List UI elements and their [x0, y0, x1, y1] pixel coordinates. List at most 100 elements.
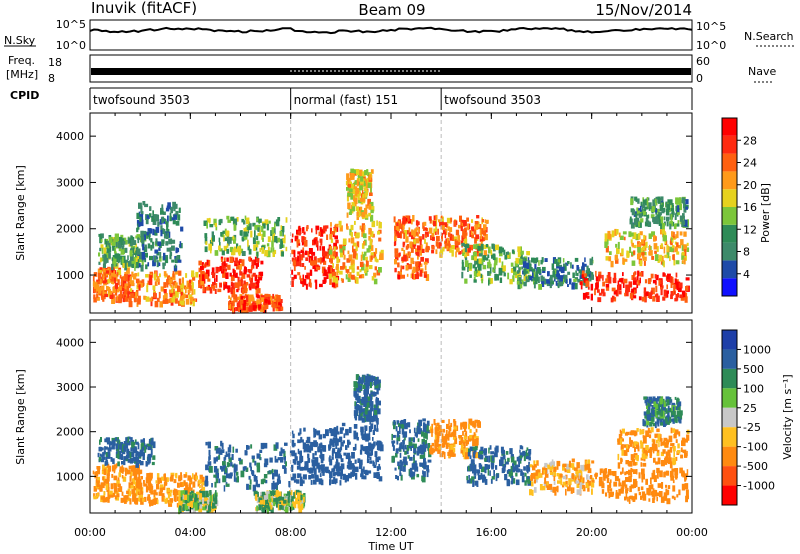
heatmap-cell [218, 454, 221, 460]
heatmap-cell [681, 220, 686, 226]
heatmap-cell [632, 232, 637, 239]
heatmap-cell [476, 215, 480, 219]
heatmap-cell [218, 450, 223, 455]
heatmap-cell [487, 469, 490, 476]
heatmap-cell [102, 476, 104, 481]
heatmap-cell [306, 461, 309, 466]
heatmap-cell [329, 258, 333, 263]
heatmap-cell [199, 491, 204, 495]
heatmap-cell [135, 487, 140, 495]
heatmap-cell [612, 471, 617, 477]
heatmap-cell [663, 216, 666, 221]
heatmap-cell [538, 260, 540, 266]
heatmap-cell [470, 229, 473, 235]
heatmap-cell [439, 241, 442, 249]
heatmap-cell [149, 213, 152, 218]
heatmap-cell [102, 263, 106, 268]
heatmap-cell [655, 274, 659, 281]
heatmap-cell [121, 285, 125, 292]
heatmap-cell [299, 452, 302, 456]
heatmap-cell [106, 248, 110, 253]
heatmap-cell [239, 280, 243, 287]
heatmap-cell [529, 267, 533, 271]
heatmap-cell [125, 275, 130, 282]
heatmap-cell [147, 262, 150, 267]
heatmap-cell [514, 261, 518, 267]
heatmap-cell [93, 486, 97, 492]
heatmap-cell [156, 260, 159, 268]
heatmap-cell [568, 478, 572, 486]
heatmap-cell [449, 247, 452, 253]
heatmap-cell [165, 482, 168, 486]
heatmap-cell [414, 228, 418, 235]
heatmap-cell [446, 423, 449, 429]
heatmap-cell [422, 425, 427, 432]
heatmap-cell [249, 479, 252, 485]
heatmap-cell [259, 248, 261, 252]
heatmap-cell [405, 215, 410, 222]
heatmap-cell [350, 263, 353, 268]
heatmap-cell [427, 459, 432, 463]
heatmap-cell [376, 444, 381, 451]
heatmap-cell [244, 267, 247, 273]
heatmap-cell [498, 267, 503, 275]
heatmap-cell [356, 169, 360, 176]
heatmap-cell [175, 290, 179, 298]
heatmap-cell [219, 242, 221, 246]
heatmap-cell [375, 397, 378, 401]
heatmap-cell [240, 303, 244, 309]
heatmap-cell [465, 421, 468, 427]
heatmap-cell [634, 196, 638, 201]
heatmap-cell [580, 283, 583, 290]
heatmap-cell [100, 496, 105, 500]
heatmap-cell [122, 297, 125, 303]
heatmap-cell [115, 437, 119, 442]
heatmap-cell [254, 490, 258, 496]
heatmap-cell [400, 442, 402, 449]
heatmap-cell [136, 478, 139, 484]
heatmap-cell [280, 456, 284, 463]
heatmap-cell [282, 505, 284, 511]
nsearch-label: N.Search [744, 30, 794, 43]
heatmap-cell [438, 446, 441, 450]
heatmap-cell [239, 271, 243, 276]
heatmap-cell [442, 428, 445, 433]
heatmap-cell [240, 296, 243, 300]
heatmap-cell [99, 278, 102, 285]
heatmap-cell [532, 272, 534, 279]
heatmap-cell [492, 254, 496, 261]
heatmap-cell [476, 272, 481, 277]
heatmap-cell [152, 219, 157, 225]
heatmap-cell [108, 465, 112, 472]
heatmap-cell [373, 417, 376, 422]
heatmap-cell [402, 465, 406, 472]
heatmap-cell [361, 212, 366, 218]
heatmap-cell [374, 413, 378, 419]
heatmap-cell [170, 472, 175, 477]
heatmap-cell [224, 284, 226, 289]
heatmap-cell [565, 488, 567, 496]
heatmap-cell [346, 173, 350, 181]
heatmap-cell [252, 484, 257, 492]
heatmap-cell [354, 415, 357, 419]
heatmap-cell [227, 264, 231, 270]
heatmap-cell [121, 461, 125, 465]
heatmap-cell [336, 425, 339, 433]
heatmap-cell [394, 225, 397, 231]
heatmap-cell [409, 467, 413, 474]
heatmap-cell [678, 244, 682, 249]
heatmap-cell [136, 481, 140, 489]
heatmap-cell [245, 295, 249, 302]
heatmap-cell [526, 447, 529, 451]
heatmap-cell [527, 479, 531, 484]
heatmap-cell [296, 465, 301, 470]
heatmap-cell [353, 434, 357, 440]
heatmap-cell [135, 453, 138, 457]
heatmap-cell [149, 499, 154, 506]
heatmap-cell [519, 279, 522, 287]
heatmap-cell [604, 233, 609, 240]
heatmap-cell [296, 498, 300, 503]
heatmap-cell [113, 488, 118, 493]
heatmap-cell [163, 271, 167, 277]
heatmap-cell [191, 270, 195, 275]
